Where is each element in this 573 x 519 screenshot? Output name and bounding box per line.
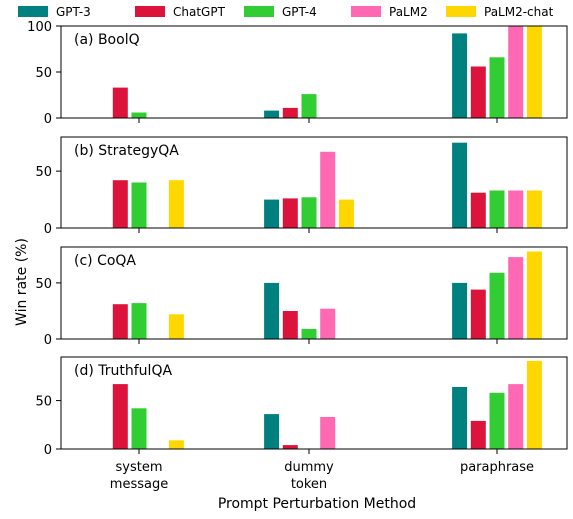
bar	[508, 257, 524, 339]
bar	[282, 198, 298, 228]
bar	[264, 414, 280, 449]
bar	[264, 199, 280, 228]
bar	[282, 445, 298, 449]
bar	[489, 392, 505, 449]
bar	[264, 282, 280, 339]
y-tick-label: 50	[35, 395, 52, 410]
bar	[112, 87, 128, 118]
bar	[264, 110, 280, 118]
bar	[112, 304, 128, 339]
y-tick-label: 0	[44, 112, 52, 127]
x-axis-label: Prompt Perturbation Method	[218, 496, 416, 512]
bar	[489, 190, 505, 228]
legend-label: PaLM2-chat	[484, 5, 554, 19]
legend-item: ChatGPT	[135, 5, 226, 19]
bar	[112, 180, 128, 228]
panel-title: (c) CoQA	[74, 253, 136, 269]
bar	[131, 182, 147, 228]
bar	[301, 328, 317, 339]
bar	[282, 107, 298, 118]
bar	[301, 197, 317, 228]
bar	[282, 311, 298, 339]
bar	[526, 360, 542, 449]
plot-frame	[60, 356, 568, 450]
y-tick-label: 50	[35, 277, 52, 292]
bar	[508, 190, 524, 228]
y-tick-label: 50	[35, 165, 52, 180]
legend-label: ChatGPT	[173, 5, 226, 19]
bar	[131, 112, 147, 118]
legend-item: GPT-3	[18, 5, 91, 19]
chart-panel: 0 50 (b) StrategyQA	[35, 136, 568, 237]
panel-title: (b) StrategyQA	[74, 143, 179, 159]
y-tick-label: 50	[35, 66, 52, 81]
bar	[168, 440, 184, 449]
bar	[470, 66, 486, 118]
x-tick-label: paraphrase	[460, 460, 534, 475]
bar	[470, 420, 486, 449]
y-tick-label: 0	[44, 333, 52, 348]
chart-panel: 0 50 (d) TruthfulQA	[35, 356, 568, 458]
bar	[508, 384, 524, 449]
x-tick-label: system message	[110, 460, 168, 492]
y-tick-label: 100	[27, 20, 52, 35]
bar	[131, 408, 147, 449]
y-axis-label: Win rate (%)	[14, 238, 30, 326]
y-tick-label: 0	[44, 222, 52, 237]
legend-swatch	[18, 6, 48, 17]
legend-label: GPT-3	[56, 5, 91, 19]
plot-frame	[60, 136, 568, 229]
bar	[320, 308, 336, 339]
legend-item: GPT-4	[244, 5, 317, 19]
bar	[320, 151, 336, 228]
legend-label: GPT-4	[282, 5, 317, 19]
bar	[301, 94, 317, 118]
bar	[526, 190, 542, 228]
panel-title: (d) TruthfulQA	[74, 363, 172, 379]
bar	[470, 192, 486, 228]
legend-item: PaLM2-chat	[446, 5, 554, 19]
panel-title: (a) BoolQ	[74, 32, 140, 48]
bar	[131, 303, 147, 339]
chart-panel: 0 50 100 (a) BoolQ	[27, 20, 568, 127]
bar	[320, 417, 336, 449]
bar	[508, 26, 524, 118]
bar	[470, 289, 486, 339]
y-tick-label: 0	[44, 443, 52, 458]
legend-swatch	[244, 6, 274, 17]
bar	[112, 384, 128, 449]
bar	[338, 199, 354, 228]
bar	[526, 26, 542, 118]
chart-panel: 0 50 (c) CoQA	[35, 246, 568, 348]
bar	[168, 314, 184, 339]
legend: GPT-3 ChatGPT GPT-4 PaLM2 PaLM2-chat	[18, 5, 554, 19]
legend-label: PaLM2	[389, 5, 428, 19]
bar	[452, 33, 468, 118]
panels: 0 50 100 (a) BoolQ 0 50 (b) StrategyQA 0 50 (c) C…	[27, 20, 568, 492]
bar	[168, 180, 184, 228]
bar	[452, 387, 468, 449]
legend-swatch	[446, 6, 476, 17]
bar	[489, 272, 505, 339]
bar	[489, 57, 505, 118]
bar	[452, 142, 468, 228]
legend-swatch	[351, 6, 381, 17]
x-tick-label: dummy token	[284, 460, 334, 492]
legend-swatch	[135, 6, 165, 17]
bar	[526, 251, 542, 339]
plot-frame	[60, 246, 568, 340]
bar	[452, 282, 468, 339]
legend-item: PaLM2	[351, 5, 428, 19]
